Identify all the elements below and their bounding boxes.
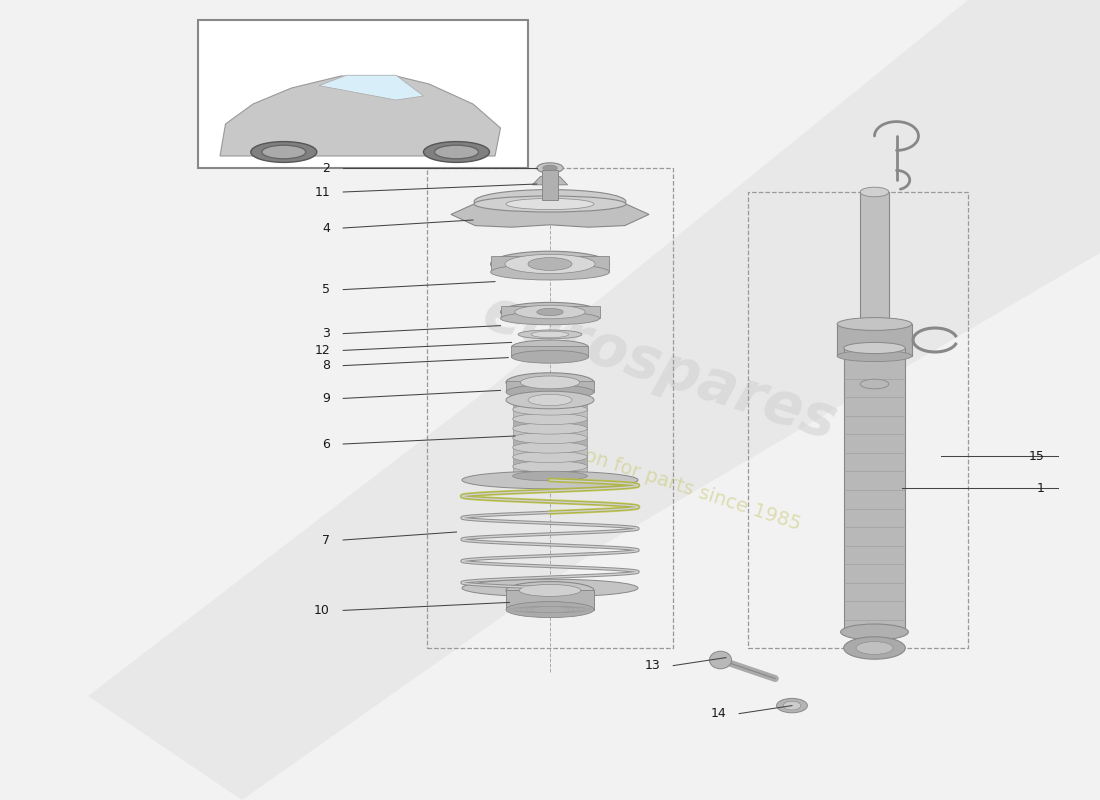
Bar xyxy=(513,419,587,429)
Ellipse shape xyxy=(513,451,587,462)
Text: 10: 10 xyxy=(315,604,330,617)
Bar xyxy=(506,381,594,392)
Bar xyxy=(542,170,558,200)
Text: 15: 15 xyxy=(1030,450,1045,462)
Text: 1: 1 xyxy=(1037,482,1045,494)
Ellipse shape xyxy=(837,318,912,330)
Bar xyxy=(837,324,912,356)
Ellipse shape xyxy=(542,166,557,170)
Ellipse shape xyxy=(531,331,569,338)
Text: 4: 4 xyxy=(322,222,330,234)
Ellipse shape xyxy=(512,350,588,363)
Ellipse shape xyxy=(513,414,587,425)
Ellipse shape xyxy=(528,258,572,270)
Bar xyxy=(513,447,587,457)
Bar xyxy=(844,348,905,632)
Bar xyxy=(513,457,587,466)
Bar xyxy=(513,400,587,410)
Ellipse shape xyxy=(506,582,594,599)
Ellipse shape xyxy=(462,579,638,597)
Ellipse shape xyxy=(518,330,582,339)
Ellipse shape xyxy=(528,394,572,406)
Text: 12: 12 xyxy=(315,344,330,357)
Text: 13: 13 xyxy=(645,659,660,672)
Text: 14: 14 xyxy=(711,707,726,720)
Bar xyxy=(198,20,528,168)
Polygon shape xyxy=(220,76,500,156)
Ellipse shape xyxy=(462,471,638,489)
Ellipse shape xyxy=(512,340,588,354)
Text: 7: 7 xyxy=(322,534,330,546)
Ellipse shape xyxy=(520,376,580,389)
Text: 11: 11 xyxy=(315,186,330,198)
Bar xyxy=(513,466,587,476)
Ellipse shape xyxy=(513,442,587,453)
Ellipse shape xyxy=(506,198,594,210)
Ellipse shape xyxy=(840,624,909,640)
Ellipse shape xyxy=(506,373,594,392)
Ellipse shape xyxy=(844,637,905,659)
Ellipse shape xyxy=(777,698,807,713)
Ellipse shape xyxy=(537,308,563,315)
Bar xyxy=(506,590,594,610)
Ellipse shape xyxy=(434,146,478,158)
Polygon shape xyxy=(532,174,568,185)
Ellipse shape xyxy=(515,305,585,318)
Ellipse shape xyxy=(500,302,600,322)
Text: 8: 8 xyxy=(322,359,330,372)
Ellipse shape xyxy=(513,471,587,481)
Ellipse shape xyxy=(500,312,600,325)
Ellipse shape xyxy=(491,251,609,277)
Ellipse shape xyxy=(474,190,626,214)
Polygon shape xyxy=(451,204,649,227)
Ellipse shape xyxy=(424,142,490,162)
Ellipse shape xyxy=(844,342,905,354)
Ellipse shape xyxy=(513,461,587,472)
Ellipse shape xyxy=(251,142,317,162)
Text: 6: 6 xyxy=(322,438,330,450)
Text: eurospares: eurospares xyxy=(475,284,845,452)
Ellipse shape xyxy=(262,146,306,158)
Text: a passion for parts since 1985: a passion for parts since 1985 xyxy=(517,426,803,534)
Text: 2: 2 xyxy=(322,162,330,174)
Bar xyxy=(513,429,587,438)
Polygon shape xyxy=(88,0,1100,800)
Polygon shape xyxy=(319,75,424,100)
Ellipse shape xyxy=(506,385,594,399)
Ellipse shape xyxy=(783,701,801,710)
Ellipse shape xyxy=(513,404,587,415)
Ellipse shape xyxy=(474,196,626,212)
Text: 3: 3 xyxy=(322,327,330,340)
Ellipse shape xyxy=(537,162,563,174)
Ellipse shape xyxy=(860,379,889,389)
Text: 5: 5 xyxy=(322,283,330,296)
Bar xyxy=(512,346,588,357)
Ellipse shape xyxy=(837,350,912,362)
Ellipse shape xyxy=(513,394,587,406)
Ellipse shape xyxy=(491,264,609,280)
Ellipse shape xyxy=(856,642,893,654)
Ellipse shape xyxy=(513,423,587,434)
Ellipse shape xyxy=(519,584,581,596)
Ellipse shape xyxy=(506,391,594,409)
Bar xyxy=(491,256,609,272)
Bar xyxy=(513,438,587,447)
Bar xyxy=(860,192,889,384)
Bar xyxy=(500,306,600,318)
Bar xyxy=(513,410,587,419)
Ellipse shape xyxy=(513,432,587,443)
Ellipse shape xyxy=(710,651,732,669)
Ellipse shape xyxy=(860,187,889,197)
Text: 9: 9 xyxy=(322,392,330,405)
Ellipse shape xyxy=(506,602,594,618)
Ellipse shape xyxy=(505,254,595,274)
